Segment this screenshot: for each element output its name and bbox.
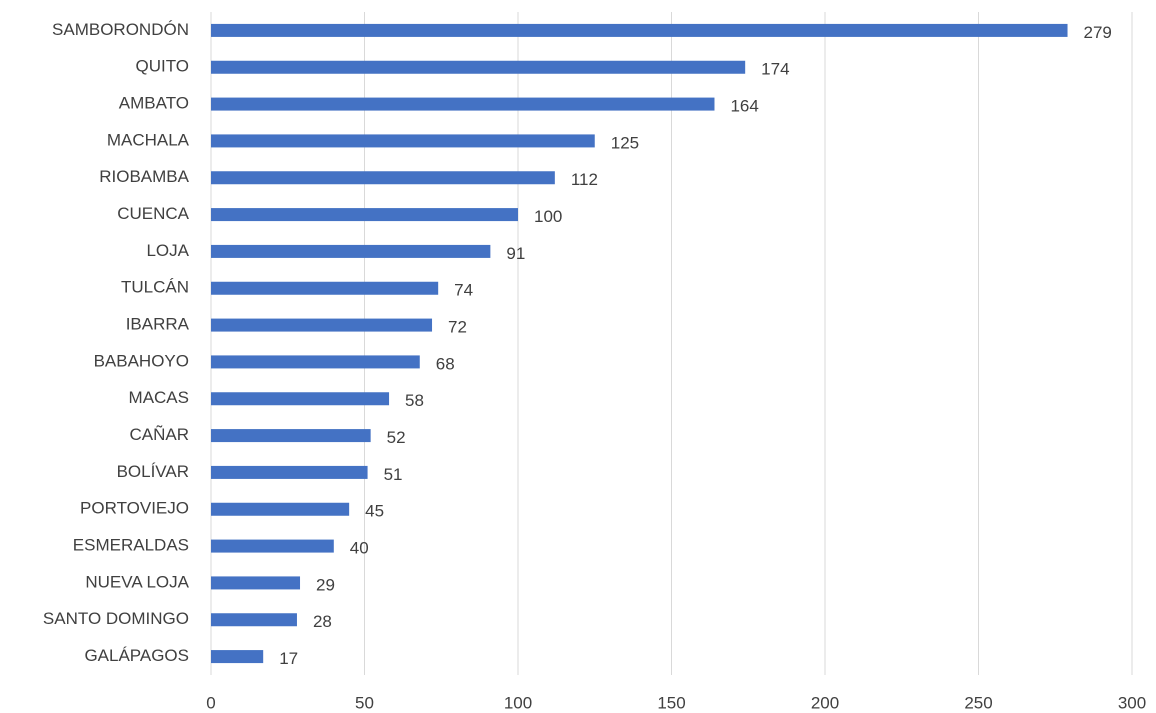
y-tick-label: RIOBAMBA [99,167,189,186]
bar [211,539,334,553]
bar [211,244,491,258]
bar [211,97,715,111]
y-tick-label: ESMERALDAS [73,536,189,555]
y-tick-label: MACHALA [107,130,190,149]
y-tick-label: MACAS [129,388,189,407]
x-tick-label: 200 [811,693,839,712]
y-tick-label: BABAHOYO [94,351,189,370]
value-label: 51 [384,465,403,484]
bar [211,429,371,443]
y-tick-label: NUEVA LOJA [85,572,189,591]
y-tick-label: QUITO [135,57,189,76]
y-tick-label: CUENCA [117,204,189,223]
y-tick-label: SANTO DOMINGO [43,609,189,628]
value-label: 29 [316,575,335,594]
bar [211,613,297,627]
y-tick-label: PORTOVIEJO [80,499,189,518]
y-tick-label: AMBATO [119,94,189,113]
bar [211,650,264,664]
value-label: 74 [454,281,473,300]
value-label: 58 [405,391,424,410]
bar [211,576,301,590]
y-tick-label: IBARRA [126,315,190,334]
y-tick-label: GALÁPAGOS [84,646,189,665]
value-label: 279 [1084,23,1112,42]
value-label: 40 [350,539,369,558]
value-label: 45 [365,502,384,521]
bar [211,60,746,74]
value-label: 68 [436,354,455,373]
x-tick-label: 0 [206,693,215,712]
y-tick-label: LOJA [146,241,189,260]
value-label: 125 [611,133,639,152]
x-tick-label: 150 [657,693,685,712]
bar [211,281,439,295]
bar [211,465,368,479]
x-tick-label: 100 [504,693,532,712]
y-tick-label: CAÑAR [129,425,189,444]
y-tick-label: BOLÍVAR [117,462,189,481]
value-label: 164 [730,97,758,116]
bar [211,502,350,516]
value-label: 112 [571,170,598,189]
value-label: 91 [506,244,525,263]
value-label: 174 [761,60,789,79]
bar [211,23,1068,37]
x-tick-label: 300 [1118,693,1146,712]
x-tick-label: 50 [355,693,374,712]
value-label: 17 [279,649,298,668]
bar [211,134,595,148]
bar [211,318,433,332]
bar [211,392,390,406]
bar [211,171,555,185]
bar [211,208,518,222]
y-tick-label: SAMBORONDÓN [52,20,189,39]
value-label: 72 [448,318,467,337]
x-tick-label: 250 [964,693,992,712]
value-label: 28 [313,612,332,631]
bar [211,355,420,369]
value-label: 100 [534,207,562,226]
value-label: 52 [387,428,406,447]
y-tick-label: TULCÁN [121,278,189,297]
